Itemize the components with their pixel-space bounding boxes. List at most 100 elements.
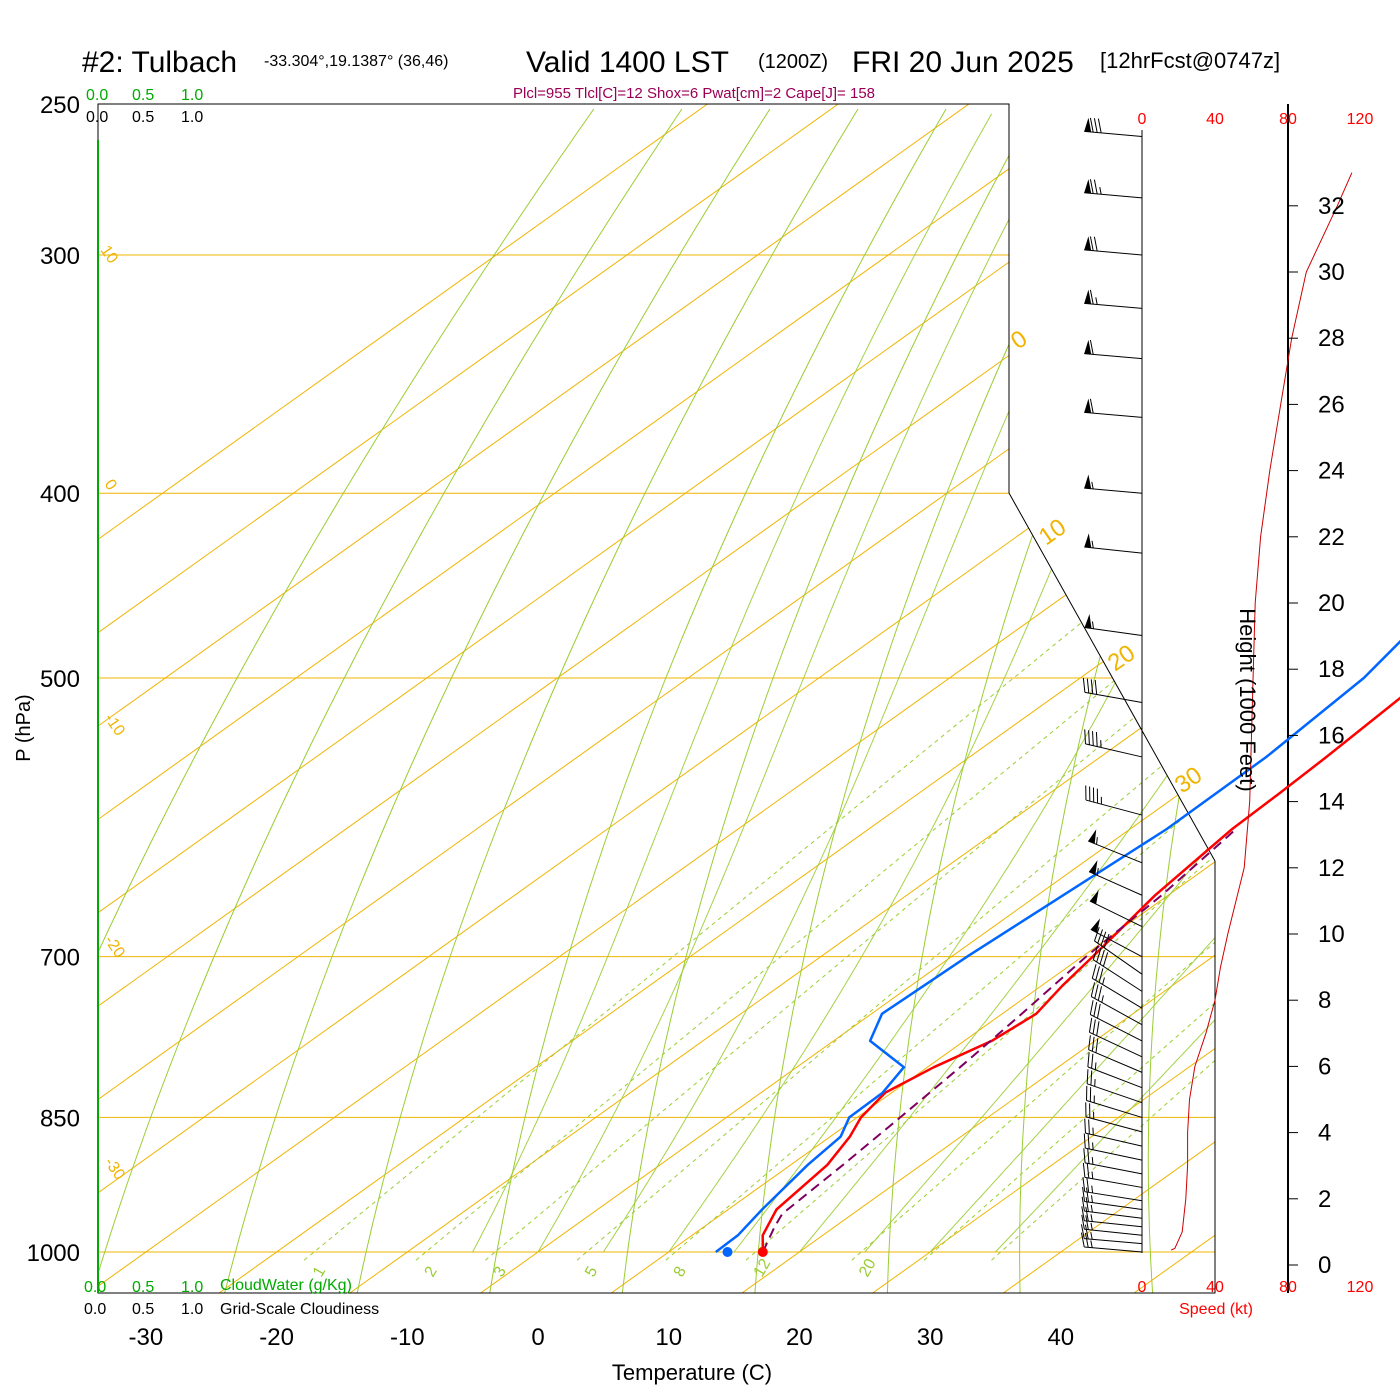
wind-barb bbox=[1080, 1224, 1143, 1245]
wind-barb-staff bbox=[1084, 1220, 1143, 1228]
pressure-tick-label: 500 bbox=[40, 666, 80, 693]
pressure-tick-label: 1000 bbox=[27, 1240, 80, 1267]
wind-barb-flag bbox=[1089, 339, 1094, 355]
isotherm-label: 0 bbox=[1006, 325, 1032, 355]
temperature-profile-line bbox=[761, 696, 1400, 1253]
wind-barb-staff bbox=[1087, 1066, 1143, 1089]
mixing-ratio-label: 12 bbox=[751, 1256, 775, 1280]
wind-barb bbox=[1092, 945, 1143, 992]
wind-barb-half-flag bbox=[1096, 868, 1099, 876]
wind-barb-flag bbox=[1096, 1003, 1101, 1019]
height-tick-label: 8 bbox=[1318, 987, 1331, 1014]
wind-barb bbox=[1083, 1133, 1143, 1161]
wind-barb-staff bbox=[1089, 900, 1143, 927]
isotherm-label: -10 bbox=[101, 711, 128, 740]
wind-barb-flag bbox=[1086, 1187, 1090, 1203]
mixing-ratio-label: 2 bbox=[422, 1264, 441, 1280]
wind-barb-flag bbox=[1094, 679, 1098, 695]
wind-barb-staff bbox=[1088, 1049, 1143, 1073]
mixing-ratio-label: 5 bbox=[582, 1264, 601, 1280]
isotherm-label: 10 bbox=[1034, 513, 1071, 550]
dry-adiabat-line bbox=[1147, 108, 1215, 1293]
wind-barb-flag bbox=[1095, 1038, 1099, 1053]
wind-barb-staff bbox=[1084, 353, 1143, 360]
isotherm-line bbox=[98, 104, 1215, 1293]
wind-barb-pennant bbox=[1084, 398, 1092, 413]
wind-barb-half-flag bbox=[1091, 1185, 1094, 1193]
wind-barb-staff bbox=[1084, 249, 1143, 256]
wind-barb-staff bbox=[1085, 743, 1143, 758]
mixing-ratio-line bbox=[851, 492, 1215, 1261]
height-tick-label: 32 bbox=[1318, 193, 1345, 220]
cloud-water-tick-bottom: 0.0 bbox=[84, 1279, 106, 1296]
wind-barb-pennant bbox=[1090, 918, 1101, 933]
mixing-ratio-label: 20 bbox=[856, 1256, 880, 1280]
wind-barb-pennant bbox=[1084, 117, 1092, 133]
temperature-tick-label: 0 bbox=[531, 1324, 544, 1351]
dry-adiabat-line bbox=[356, 108, 859, 1293]
forecast-run: [12hrFcst@0747z] bbox=[1100, 48, 1280, 73]
cloudiness-tick-top: 0.0 bbox=[86, 109, 108, 126]
dewpoint-surface-marker bbox=[722, 1247, 733, 1257]
speed-tick-top: 40 bbox=[1206, 111, 1224, 128]
wind-barb-half-flag bbox=[1095, 297, 1098, 305]
height-tick-label: 20 bbox=[1318, 590, 1345, 617]
temperature-tick-label: -10 bbox=[390, 1324, 425, 1351]
temperature-tick-label: 40 bbox=[1047, 1324, 1074, 1351]
wind-barb-staff bbox=[1084, 302, 1143, 309]
wind-barb-half-flag bbox=[1092, 1142, 1094, 1150]
isotherm-label: 10 bbox=[97, 243, 121, 267]
dry-adiabat-line bbox=[621, 108, 1035, 1293]
wind-barb-half-flag bbox=[1091, 1171, 1094, 1179]
wind-barb bbox=[1088, 1017, 1143, 1058]
wind-barb-pennant bbox=[1084, 533, 1092, 548]
cloudiness-tick-top: 0.5 bbox=[132, 109, 154, 126]
wind-barb-flag bbox=[1090, 982, 1096, 997]
isotherm-line bbox=[98, 104, 708, 1293]
temperature-surface-marker bbox=[757, 1247, 768, 1257]
wind-barb-flag bbox=[1095, 966, 1100, 981]
zulu-time: (1200Z) bbox=[758, 51, 828, 73]
height-tick-label: 14 bbox=[1318, 789, 1345, 816]
wind-barb bbox=[1082, 1162, 1143, 1188]
moist-adiabat-line bbox=[537, 113, 1065, 1253]
wind-barb-flag bbox=[1097, 118, 1102, 134]
wind-barb-staff bbox=[1090, 1014, 1143, 1042]
isotherm-label: 0 bbox=[101, 477, 120, 494]
wind-barb bbox=[1094, 926, 1143, 975]
isotherm-line bbox=[98, 104, 970, 1293]
wind-barb bbox=[1084, 614, 1143, 637]
moist-adiabat-line bbox=[602, 113, 1150, 1253]
wind-barb-pennant bbox=[1084, 339, 1092, 355]
moist-adiabat-line bbox=[864, 113, 1215, 1253]
mixing-ratio-line bbox=[576, 492, 1215, 1261]
height-tick-label: 2 bbox=[1318, 1186, 1331, 1213]
wind-barb-pennant bbox=[1084, 474, 1092, 489]
wind-barb bbox=[1082, 1186, 1143, 1211]
forecast-date: FRI 20 Jun 2025 bbox=[852, 46, 1074, 79]
sounding-profiles bbox=[715, 172, 1400, 1257]
wind-barb-half-flag bbox=[1090, 1214, 1093, 1222]
wind-barb bbox=[1084, 339, 1143, 360]
parcel-profile-line bbox=[761, 828, 1237, 1253]
isotherm-line bbox=[98, 104, 1215, 1293]
dry-adiabat-line bbox=[224, 108, 771, 1293]
wind-barb bbox=[1085, 785, 1143, 816]
wind-barb-flag bbox=[1088, 1119, 1090, 1135]
height-tick-label: 30 bbox=[1318, 259, 1345, 286]
wind-barb-flag bbox=[1087, 1134, 1090, 1149]
wind-barb-flag bbox=[1082, 677, 1086, 693]
pressure-tick-label: 400 bbox=[40, 481, 80, 508]
wind-barb bbox=[1084, 289, 1143, 309]
wind-barb bbox=[1084, 236, 1143, 256]
wind-barb-flag bbox=[1086, 1177, 1090, 1193]
wind-barb-flag bbox=[1081, 1206, 1085, 1221]
wind-barb-half-flag bbox=[1091, 621, 1094, 629]
wind-barb-staff bbox=[1084, 130, 1143, 137]
wind-barb-flag bbox=[1092, 945, 1099, 960]
wind-barb bbox=[1081, 1206, 1143, 1228]
wind-barb-staff bbox=[1084, 546, 1143, 554]
wind-barb bbox=[1080, 1232, 1143, 1253]
isotherm-line bbox=[98, 104, 839, 1293]
